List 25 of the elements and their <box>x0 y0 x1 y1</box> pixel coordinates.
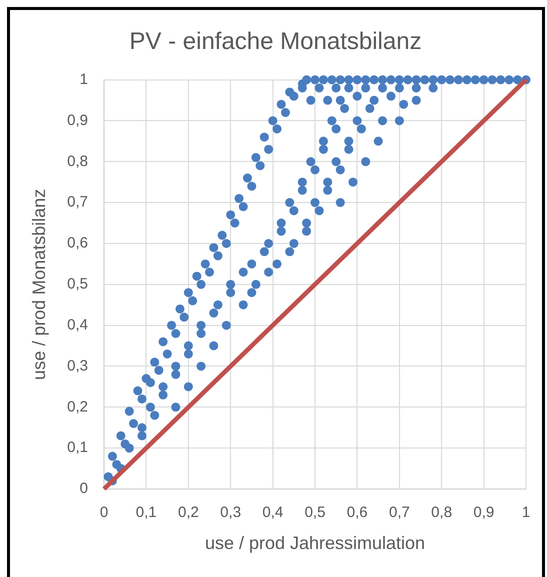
y-tick-label: 0,8 <box>67 152 88 170</box>
chart-title: PV - einfache Monatsbilanz <box>129 28 422 56</box>
y-tick-label: 0,4 <box>67 316 88 334</box>
y-tick-label: 0,1 <box>67 439 88 456</box>
y-tick-label: 0,6 <box>67 234 88 252</box>
y-axis-title: use / prod Monatsbilanz <box>28 188 49 380</box>
y-tick-label: 0,5 <box>67 276 88 293</box>
y-tick-label: 0,9 <box>67 112 88 129</box>
y-tick-label: 0,7 <box>67 194 88 211</box>
x-tick-label: 0,3 <box>220 504 242 522</box>
x-tick-label: 0,6 <box>346 504 368 522</box>
y-tick-label: 0 <box>80 480 88 498</box>
y-tick-label: 0,2 <box>67 398 88 416</box>
x-tick-label: 0,2 <box>178 504 199 522</box>
y-tick-label: 0,3 <box>67 357 88 374</box>
x-tick-label: 0,8 <box>431 504 452 522</box>
x-tick-label: 0,5 <box>304 504 326 522</box>
x-tick-label: 1 <box>522 504 530 522</box>
x-tick-label: 0,4 <box>262 504 284 522</box>
x-axis-title: use / prod Jahressimulation <box>204 533 426 554</box>
x-tick-label: 0,7 <box>388 504 410 522</box>
x-tick-label: 0,9 <box>473 504 494 522</box>
y-tick-label: 1 <box>80 70 88 88</box>
x-tick-label: 0,1 <box>136 504 157 522</box>
x-tick-label: 0 <box>100 504 108 522</box>
